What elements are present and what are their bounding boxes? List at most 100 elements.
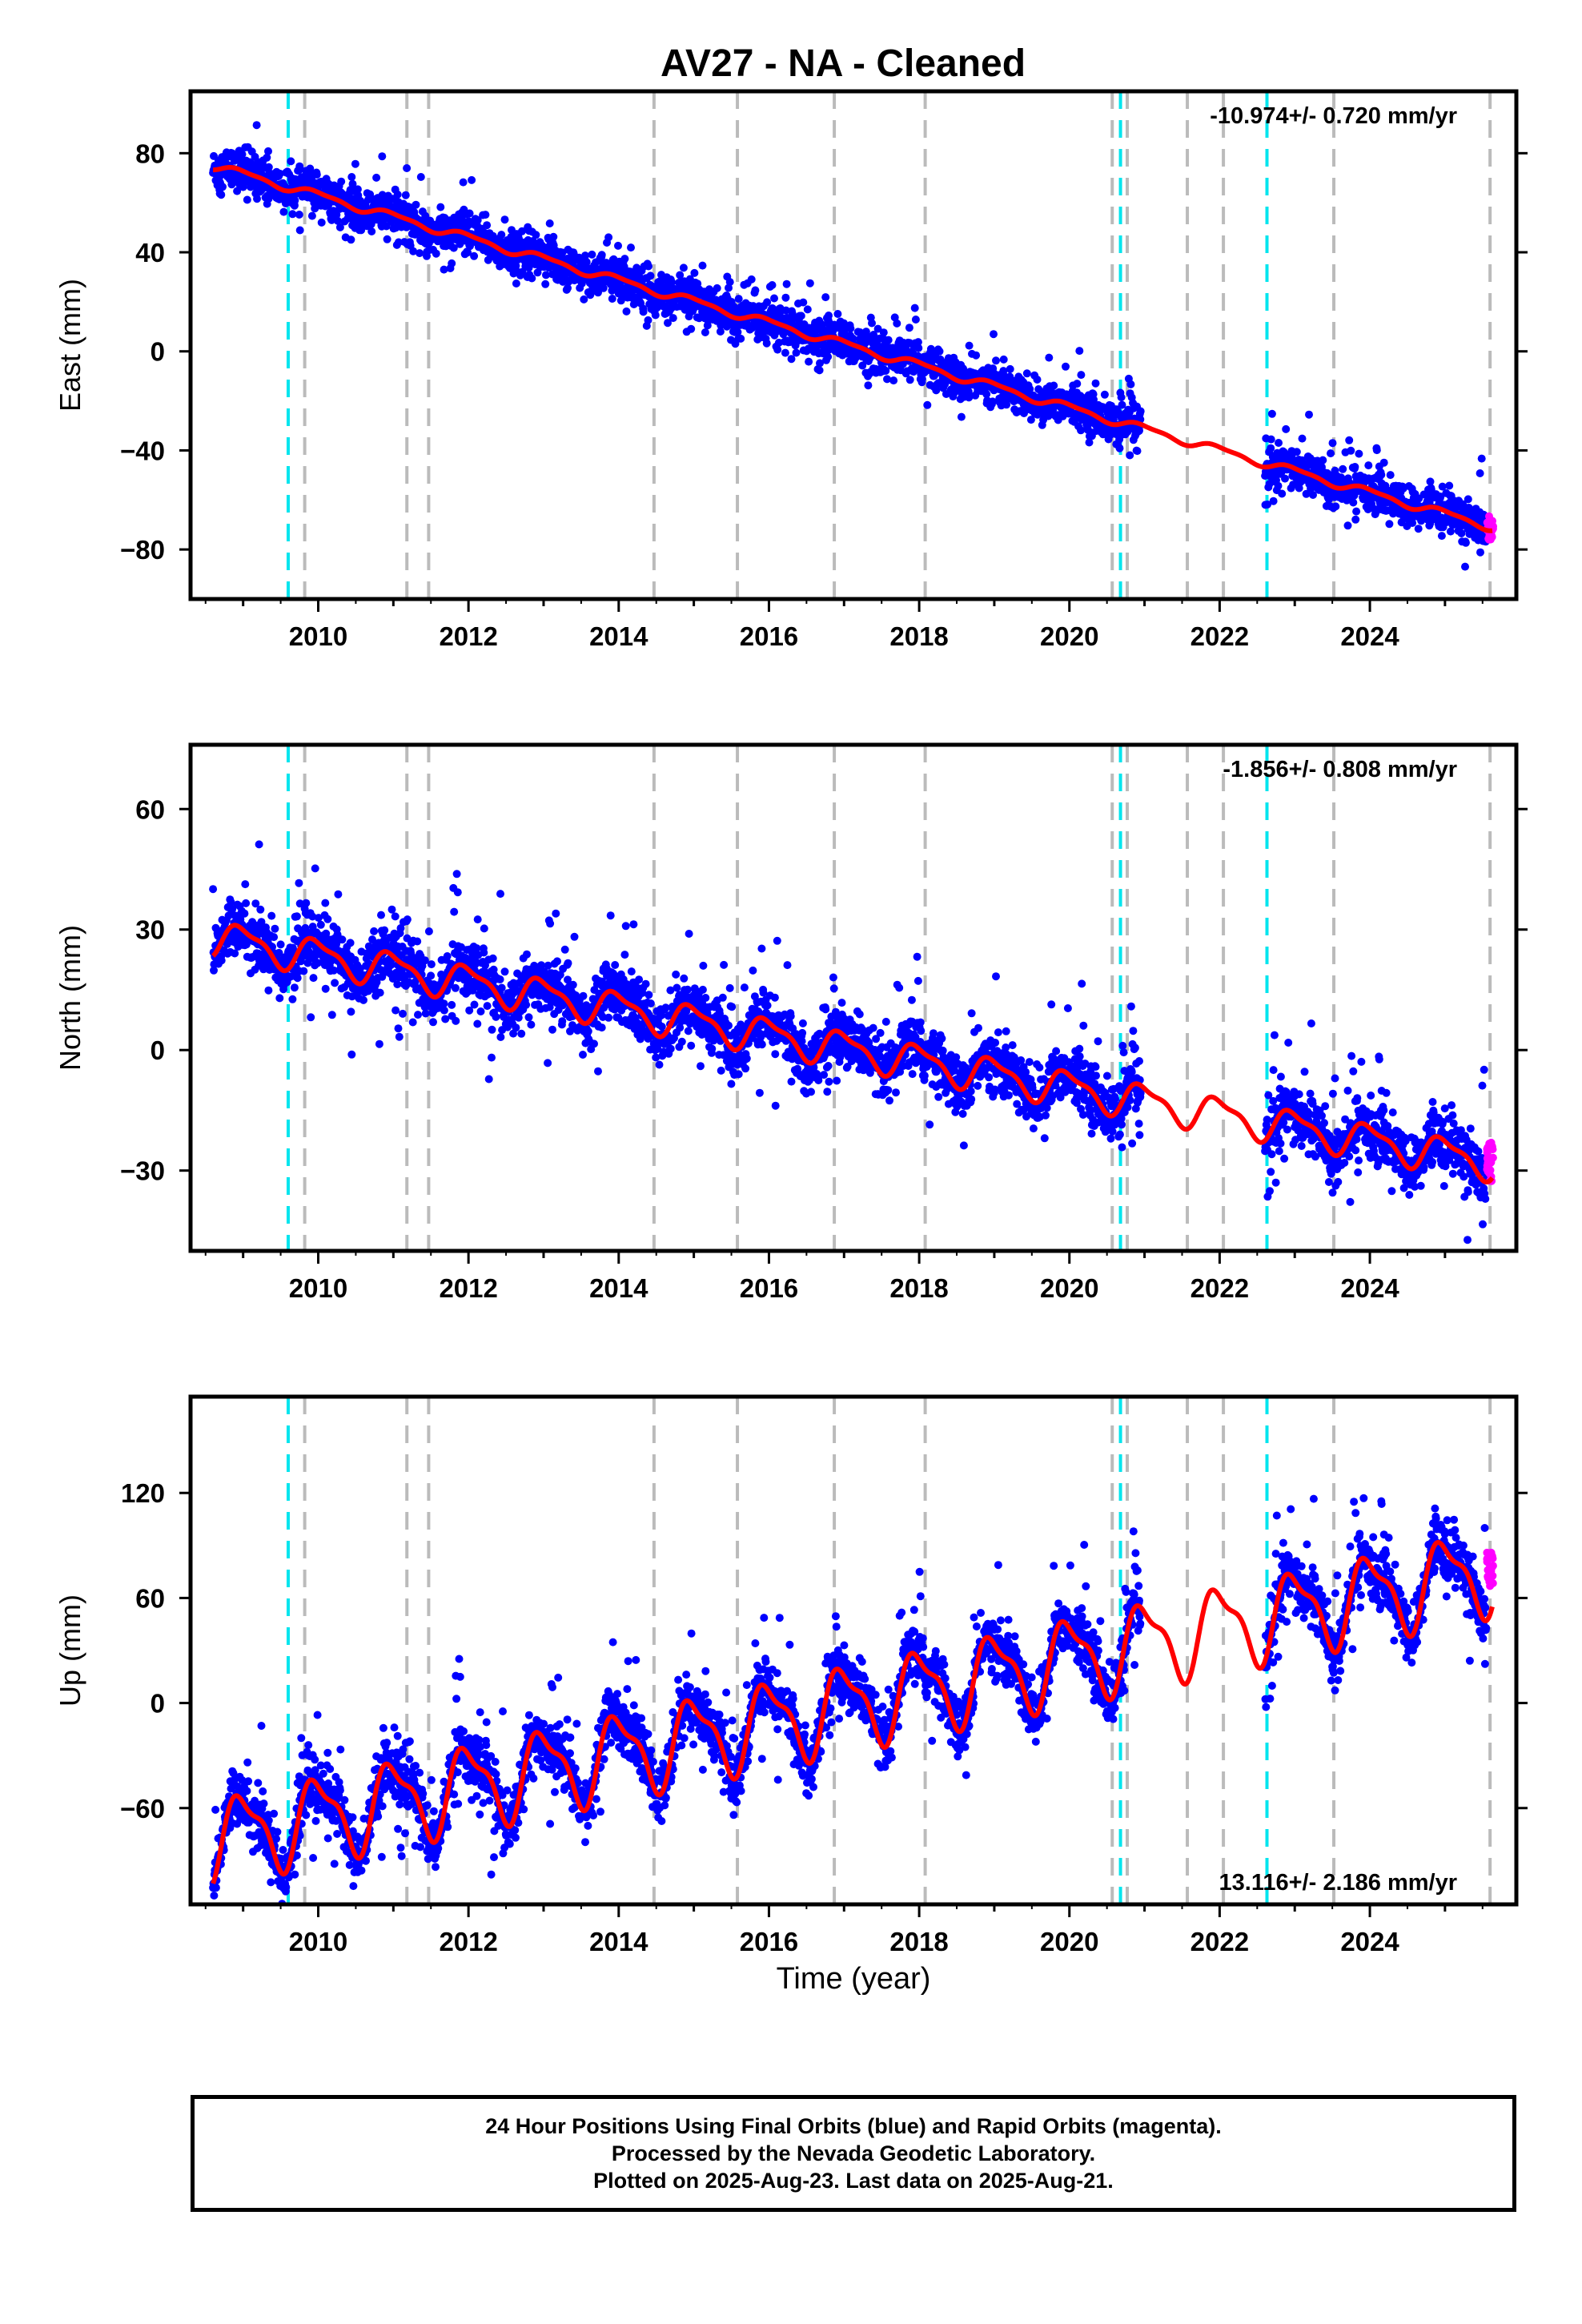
final-orbit-point	[698, 261, 707, 270]
final-orbit-point	[514, 1013, 523, 1022]
final-orbit-point	[359, 995, 367, 1004]
final-orbit-point	[481, 211, 490, 219]
final-orbit-point	[263, 153, 271, 162]
final-orbit-point	[1349, 498, 1358, 507]
final-orbit-point	[602, 259, 611, 267]
final-orbit-point	[1461, 562, 1469, 571]
final-orbit-point	[451, 983, 460, 992]
final-orbit-point	[737, 334, 745, 343]
x-tick-label: 2012	[439, 621, 497, 651]
final-orbit-point	[883, 375, 891, 384]
final-orbit-point	[524, 1013, 533, 1022]
final-orbit-point	[690, 268, 699, 277]
final-orbit-point	[210, 966, 218, 975]
final-orbit-point	[452, 870, 461, 879]
final-orbit-point	[302, 899, 311, 907]
final-orbit-point	[251, 899, 260, 908]
final-orbit-point	[881, 367, 890, 375]
final-orbit-point	[703, 1008, 712, 1017]
final-orbit-point	[1278, 489, 1287, 498]
final-orbit-point	[884, 336, 893, 344]
final-orbit-point	[465, 209, 474, 218]
final-orbit-point	[293, 974, 302, 983]
final-orbit-point	[893, 319, 901, 328]
east-model-fit-line	[213, 165, 1493, 533]
final-orbit-point	[1477, 454, 1486, 463]
final-orbit-point	[733, 328, 742, 336]
final-orbit-point	[1379, 458, 1388, 467]
final-orbit-point	[331, 979, 339, 987]
final-orbit-point	[677, 1037, 686, 1046]
final-orbit-point	[393, 980, 402, 989]
final-orbit-point	[597, 1023, 606, 1032]
final-orbit-point	[713, 283, 721, 292]
x-tick-label: 2020	[1040, 621, 1098, 651]
final-orbit-point	[1298, 434, 1307, 443]
final-orbit-point	[427, 971, 436, 980]
final-orbit-point	[483, 221, 492, 230]
final-orbit-point	[217, 956, 226, 965]
final-orbit-point	[792, 348, 801, 357]
final-orbit-point	[483, 1002, 492, 1011]
final-orbit-point	[436, 203, 445, 211]
final-orbit-point	[231, 949, 239, 958]
final-orbit-point	[627, 243, 635, 252]
final-orbit-point	[646, 999, 655, 1007]
final-orbit-point	[512, 261, 520, 270]
final-orbit-point	[391, 1006, 400, 1015]
final-orbit-point	[644, 262, 652, 271]
final-orbit-point	[911, 316, 920, 324]
final-orbit-point	[347, 1007, 355, 1016]
final-orbit-point	[644, 991, 653, 999]
final-orbit-point	[367, 227, 376, 235]
final-orbit-point	[639, 308, 648, 316]
final-orbit-point	[544, 1059, 552, 1068]
final-orbit-point	[233, 187, 242, 195]
final-orbit-point	[334, 890, 343, 899]
final-orbit-point	[243, 195, 251, 204]
final-orbit-point	[1006, 364, 1014, 373]
final-orbit-point	[544, 961, 552, 970]
final-orbit-point	[825, 312, 833, 320]
final-orbit-point	[492, 1012, 500, 1021]
final-orbit-point	[549, 232, 558, 241]
final-orbit-point	[253, 195, 261, 203]
final-orbit-point	[375, 1039, 383, 1048]
final-orbit-point	[582, 258, 591, 267]
final-orbit-point	[913, 338, 922, 347]
final-orbit-point	[641, 979, 650, 988]
final-orbit-point	[308, 912, 317, 921]
final-orbit-point	[351, 159, 359, 168]
final-orbit-point	[1385, 520, 1394, 529]
final-orbit-point	[1309, 491, 1317, 499]
final-orbit-point	[309, 974, 318, 983]
final-orbit-point	[394, 1024, 403, 1033]
x-tick-label: 2018	[889, 621, 948, 651]
final-orbit-point	[672, 970, 681, 979]
final-orbit-point	[1351, 515, 1360, 524]
final-orbit-point	[664, 319, 672, 328]
final-orbit-point	[488, 1025, 496, 1034]
final-orbit-point	[1117, 393, 1126, 402]
final-orbit-point	[383, 235, 391, 243]
final-orbit-point	[606, 911, 615, 920]
final-orbit-point	[683, 985, 692, 994]
final-orbit-point	[1100, 390, 1109, 399]
final-orbit-point	[480, 948, 488, 957]
final-orbit-point	[537, 961, 546, 970]
final-orbit-point	[416, 249, 424, 258]
final-orbit-point	[805, 357, 813, 366]
final-orbit-point	[528, 274, 536, 283]
final-orbit-point	[321, 899, 330, 907]
final-orbit-point	[424, 927, 433, 935]
final-orbit-point	[910, 304, 919, 312]
final-orbit-point	[1386, 471, 1395, 480]
final-orbit-point	[270, 933, 279, 942]
final-orbit-point	[393, 190, 402, 199]
final-orbit-point	[965, 393, 974, 402]
final-orbit-point	[803, 305, 812, 314]
final-orbit-point	[684, 1027, 693, 1035]
final-orbit-point	[935, 347, 944, 356]
final-orbit-point	[1351, 463, 1359, 471]
final-orbit-point	[747, 275, 756, 283]
